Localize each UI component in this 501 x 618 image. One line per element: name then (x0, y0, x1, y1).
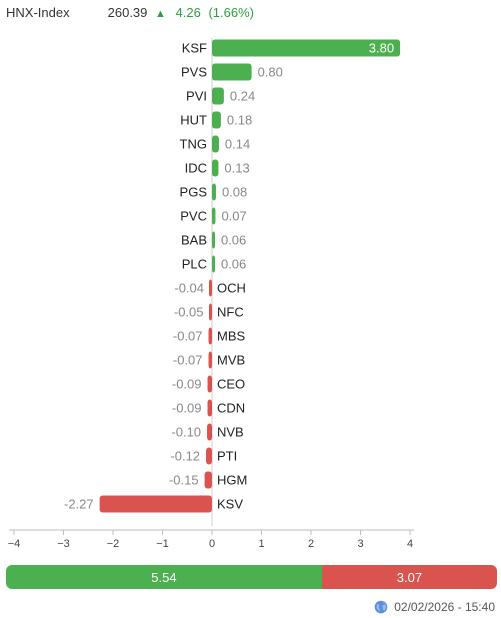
value-label: -0.07 (173, 329, 203, 344)
x-tick-label: −3 (57, 538, 70, 550)
value-label: -2.27 (64, 497, 94, 512)
bar-PTI (206, 447, 212, 465)
category-label: IDC (185, 161, 207, 176)
x-tick-label: −4 (8, 538, 21, 550)
index-value: 260.39 (107, 5, 148, 20)
category-label: NVB (217, 425, 244, 440)
category-label: OCH (217, 281, 246, 296)
category-label: CDN (217, 401, 245, 416)
timestamp: 02/02/2026 - 15:40 (394, 600, 495, 614)
bar-PGS (212, 183, 216, 201)
x-tick-label: 1 (258, 538, 264, 550)
category-label: PVI (186, 89, 207, 104)
category-label: MBS (217, 329, 246, 344)
category-label: TNG (180, 137, 207, 152)
bar-HUT (212, 111, 221, 129)
index-header: HNX-Index 260.39 ▲ 4.26 (1.66%) (6, 4, 254, 22)
bar-NFC (209, 303, 212, 321)
value-label: -0.04 (174, 281, 204, 296)
negative-total-label: 3.07 (396, 569, 423, 585)
bar-PVI (212, 87, 224, 105)
value-label: -0.09 (172, 377, 202, 392)
bar-CDN (207, 399, 212, 417)
index-name: HNX-Index (6, 5, 70, 20)
bar-KSV (99, 495, 212, 513)
value-label: 0.08 (222, 185, 247, 200)
value-label: 0.06 (221, 233, 246, 248)
category-label: HGM (217, 473, 247, 488)
x-tick-label: 4 (407, 538, 413, 550)
category-label: PLC (182, 257, 207, 272)
value-label: 0.13 (224, 161, 249, 176)
positive-total-label: 5.54 (151, 569, 177, 585)
x-tick-label: 2 (308, 538, 314, 550)
positive-total-segment: 5.54 (6, 565, 322, 589)
x-tick-label: −1 (156, 538, 169, 550)
x-tick-label: 3 (357, 538, 363, 550)
category-label: BAB (181, 233, 207, 248)
category-label: PTI (217, 449, 237, 464)
x-tick-label: 0 (209, 538, 215, 550)
x-tick-label: −2 (107, 538, 120, 550)
bar-MBS (208, 327, 212, 345)
value-label: -0.07 (173, 353, 203, 368)
category-label: KSV (217, 497, 243, 512)
bar-KSF (212, 39, 401, 57)
bar-CEO (207, 375, 212, 393)
category-label: MVB (217, 353, 245, 368)
negative-total-segment: 3.07 (321, 565, 497, 589)
footer: 02/02/2026 - 15:40 (374, 598, 495, 616)
summary-bar: 5.54 3.07 (6, 565, 497, 589)
category-label: KSF (182, 41, 207, 56)
value-label: 0.14 (225, 137, 250, 152)
bar-PVS (212, 63, 252, 81)
value-label: -0.15 (169, 473, 199, 488)
bar-MVB (208, 351, 212, 369)
value-label: 0.18 (227, 113, 252, 128)
value-label: -0.05 (174, 305, 204, 320)
index-change-percent: (1.66%) (208, 5, 254, 20)
category-label: NFC (217, 305, 244, 320)
impact-bar-chart: KSF 3.80 PVS 0.80 PVI 0.24 HUT 0.18 TNG 0.14 IDC 0.… (8, 38, 414, 550)
value-label: 0.07 (221, 209, 246, 224)
bar-PVC (212, 207, 216, 225)
category-label: PGS (180, 185, 208, 200)
up-arrow-icon: ▲ (155, 8, 166, 20)
index-change: 4.26 (175, 5, 201, 20)
bar-IDC (212, 159, 219, 177)
category-label: CEO (217, 377, 245, 392)
bar-BAB (212, 231, 215, 249)
bar-NVB (207, 423, 212, 441)
category-label: PVC (180, 209, 207, 224)
value-label: -0.10 (171, 425, 201, 440)
category-label: HUT (180, 113, 207, 128)
bar-PLC (212, 255, 215, 273)
globe-icon (374, 600, 388, 614)
bar-HGM (204, 471, 212, 489)
bar-TNG (212, 135, 219, 153)
value-label: 0.80 (258, 65, 283, 80)
value-label: 0.06 (221, 257, 246, 272)
value-label: -0.09 (172, 401, 202, 416)
category-label: PVS (181, 65, 207, 80)
bar-OCH (209, 279, 212, 297)
value-label: 3.80 (369, 41, 394, 56)
value-label: 0.24 (230, 89, 255, 104)
value-label: -0.12 (170, 449, 200, 464)
